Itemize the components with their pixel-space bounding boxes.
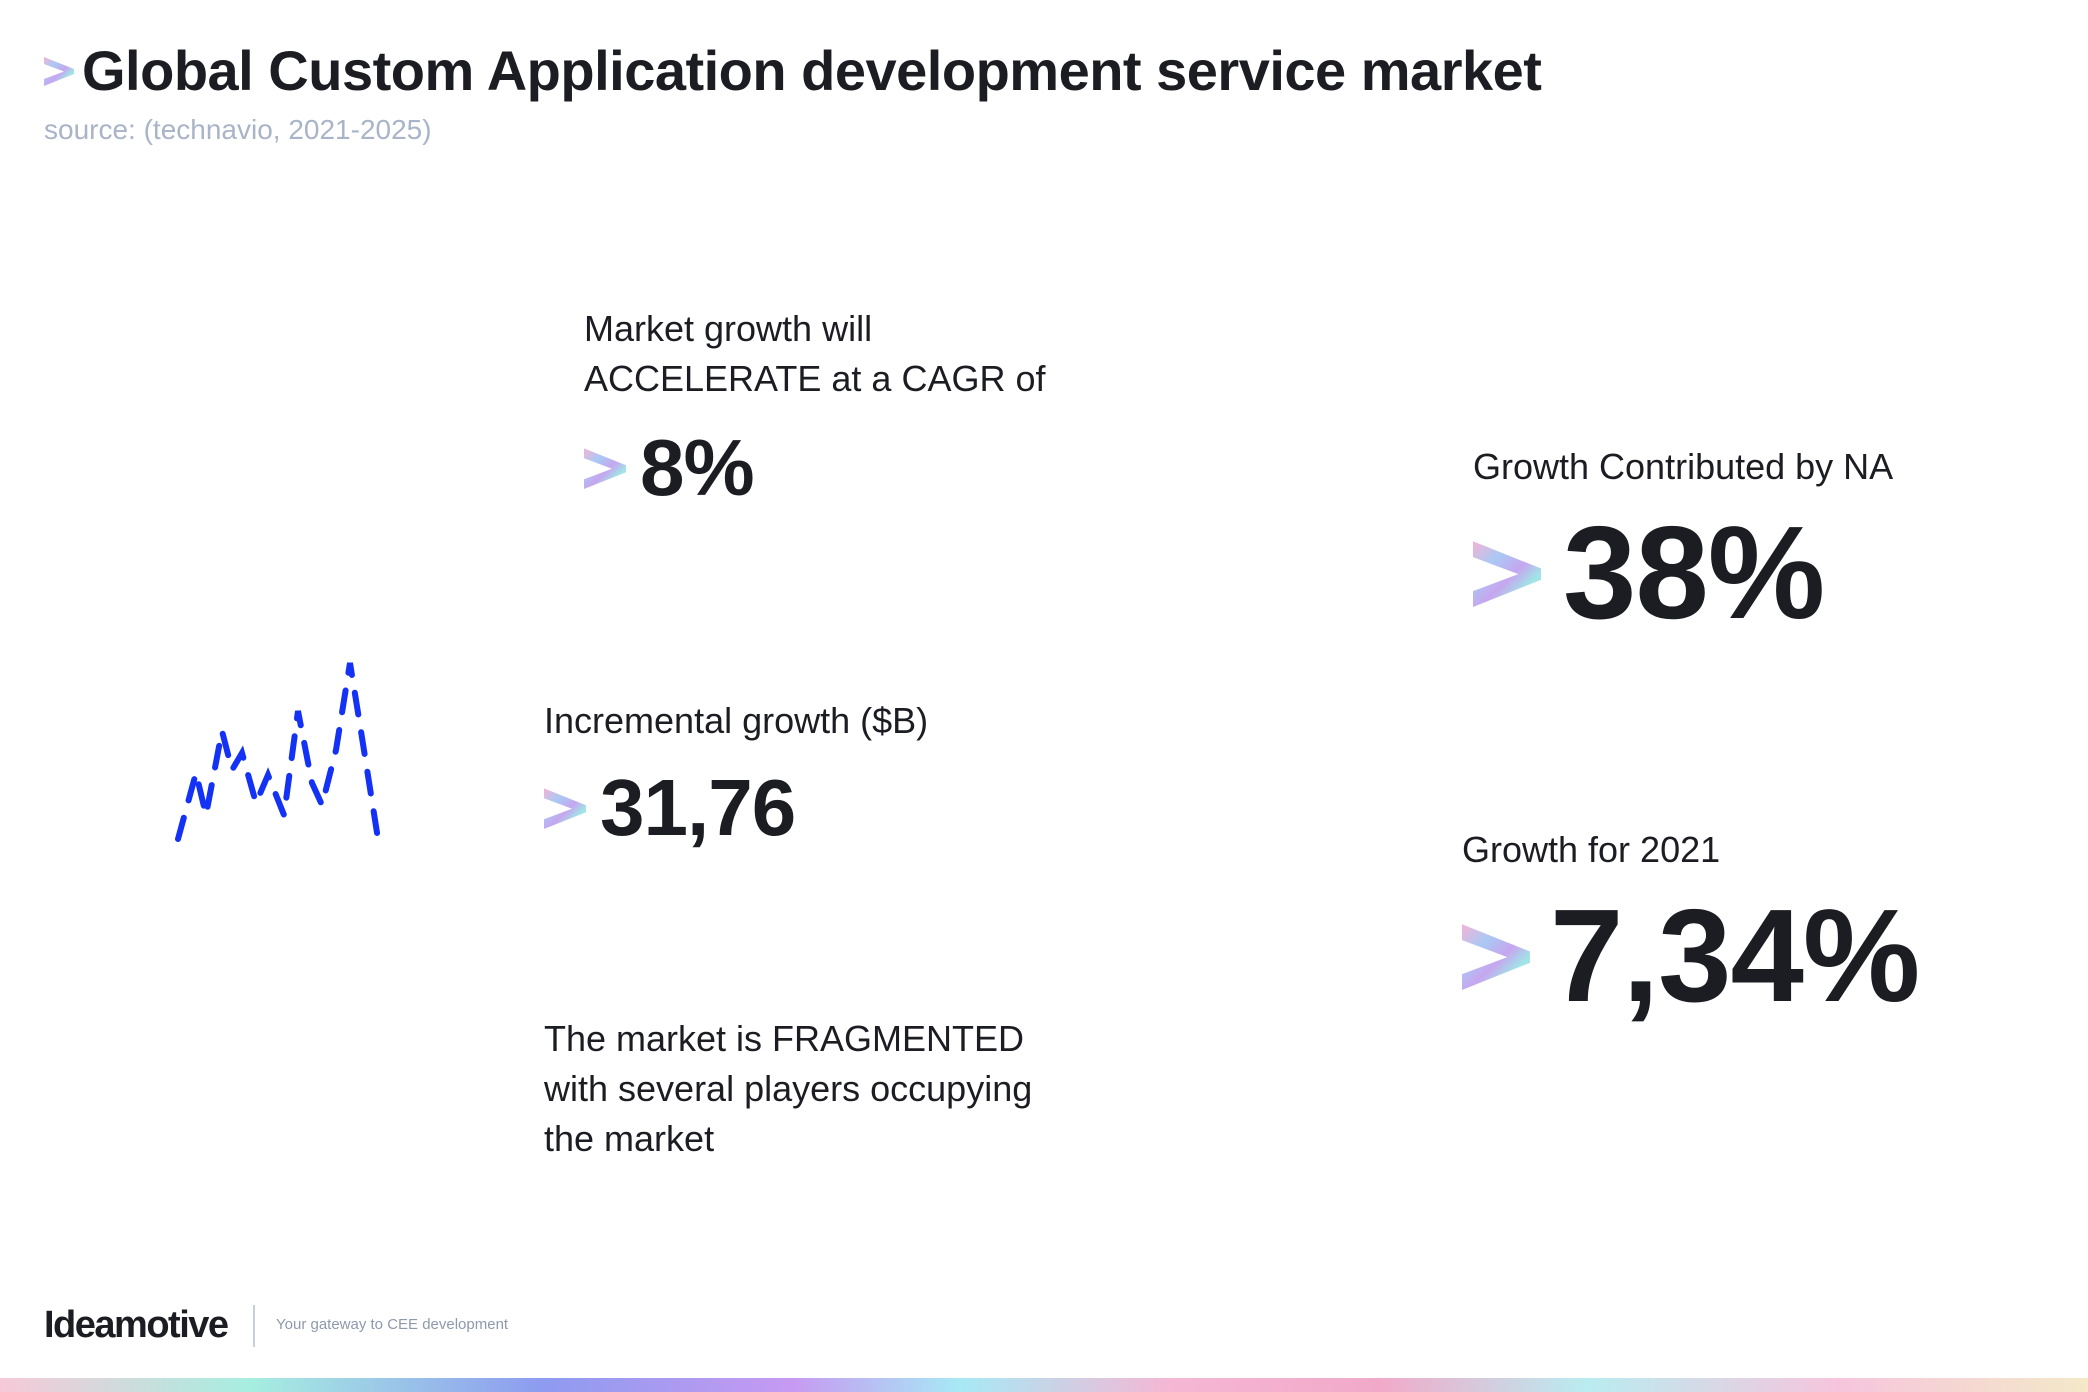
incremental-value: 31,76	[600, 763, 796, 852]
chevron-right-icon	[584, 448, 626, 489]
title-row: Global Custom Application development se…	[44, 38, 1542, 103]
cagr-value-row: 8%	[584, 422, 1045, 514]
fragmented-note: The market is FRAGMENTED with several pl…	[544, 1014, 1032, 1164]
source-note: source: (technavio, 2021-2025)	[44, 114, 432, 145]
footer-divider	[253, 1305, 255, 1347]
cagr-label-line1: Market growth will	[584, 308, 873, 349]
fragmented-line1: The market is FRAGMENTED	[544, 1018, 1025, 1059]
footer-tagline: Your gateway to CEE development	[276, 1316, 509, 1333]
incremental-label: Incremental growth ($B)	[544, 700, 929, 741]
fragmented-line3: the market	[544, 1118, 715, 1159]
cagr-stat: Market growth will ACCELERATE at a CAGR …	[584, 304, 1045, 514]
chevron-right-icon	[44, 56, 74, 86]
fragmented-line2: with several players occupying	[544, 1068, 1033, 1109]
page-title: Global Custom Application development se…	[82, 39, 1542, 102]
ideamotive-logo: Ideamotive	[44, 1304, 229, 1346]
growth-2021-value: 7,34%	[1550, 882, 1920, 1029]
na-stat: Growth Contributed by NA 38%	[1473, 442, 1893, 648]
incremental-stat: Incremental growth ($B) 31,76	[544, 696, 928, 854]
chevron-right-icon	[1473, 541, 1541, 607]
incremental-value-row: 31,76	[544, 762, 928, 854]
chevron-right-icon	[1462, 924, 1530, 990]
growth-2021-label: Growth for 2021	[1462, 829, 1721, 870]
cagr-label-line2: ACCELERATE at a CAGR of	[584, 358, 1046, 399]
chevron-right-icon	[544, 788, 586, 829]
cagr-value: 8%	[640, 423, 755, 512]
na-value-row: 38%	[1473, 498, 1893, 648]
growth-2021-value-row: 7,34%	[1462, 881, 1920, 1031]
rainbow-bar	[0, 1378, 2088, 1392]
na-label: Growth Contributed by NA	[1473, 446, 1894, 487]
growth-2021-stat: Growth for 2021 7,34%	[1462, 825, 1920, 1031]
na-value: 38%	[1563, 499, 1825, 646]
dashed-line-chart-icon	[175, 662, 381, 842]
